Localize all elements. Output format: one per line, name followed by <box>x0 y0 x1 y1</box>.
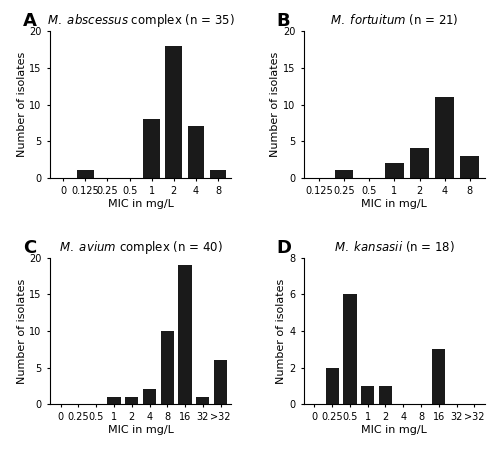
Text: $\it{M.\ fortuitum}$ (n = 21): $\it{M.\ fortuitum}$ (n = 21) <box>330 13 458 27</box>
Text: $\it{M.\ kansasii}$ (n = 18): $\it{M.\ kansasii}$ (n = 18) <box>334 239 455 254</box>
Text: $\it{M.\ abscessus}$ complex (n = 35): $\it{M.\ abscessus}$ complex (n = 35) <box>47 13 234 30</box>
Bar <box>410 148 429 177</box>
Bar <box>334 170 353 177</box>
Bar <box>214 360 228 404</box>
X-axis label: MIC in mg/L: MIC in mg/L <box>362 425 428 435</box>
Bar <box>344 295 356 404</box>
Y-axis label: Number of isolates: Number of isolates <box>16 52 26 157</box>
Bar <box>166 46 182 177</box>
Bar <box>361 386 374 404</box>
Text: D: D <box>276 239 291 257</box>
X-axis label: MIC in mg/L: MIC in mg/L <box>108 425 174 435</box>
Bar <box>460 156 479 177</box>
X-axis label: MIC in mg/L: MIC in mg/L <box>108 199 174 209</box>
Y-axis label: Number of isolates: Number of isolates <box>16 278 26 383</box>
Bar <box>108 397 120 404</box>
Bar <box>188 127 204 177</box>
Text: B: B <box>276 13 290 31</box>
Bar <box>196 397 209 404</box>
Bar <box>160 331 174 404</box>
Y-axis label: Number of isolates: Number of isolates <box>276 278 286 383</box>
Bar <box>144 119 160 177</box>
Text: A: A <box>23 13 36 31</box>
Bar <box>143 389 156 404</box>
Text: $\it{M.\ avium}$ complex (n = 40): $\it{M.\ avium}$ complex (n = 40) <box>59 239 222 256</box>
Bar <box>385 163 404 177</box>
Bar <box>178 265 192 404</box>
Bar <box>379 386 392 404</box>
Bar <box>125 397 138 404</box>
Bar <box>436 97 454 177</box>
Bar <box>432 349 446 404</box>
Y-axis label: Number of isolates: Number of isolates <box>270 52 280 157</box>
Bar <box>210 170 226 177</box>
Bar <box>77 170 94 177</box>
X-axis label: MIC in mg/L: MIC in mg/L <box>362 199 428 209</box>
Text: C: C <box>23 239 36 257</box>
Bar <box>326 368 339 404</box>
